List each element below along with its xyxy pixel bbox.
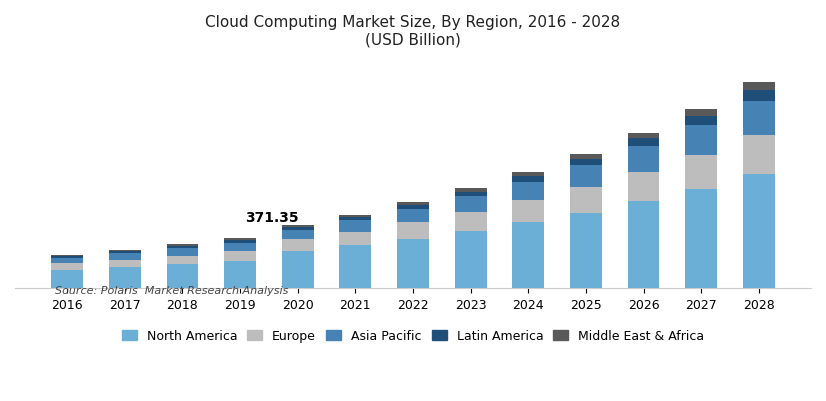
Bar: [397, 203, 429, 206]
Bar: [397, 206, 429, 209]
Text: Source: Polaris  Market Research Analysis: Source: Polaris Market Research Analysis: [55, 285, 288, 295]
Bar: [167, 256, 198, 264]
Bar: [628, 147, 659, 172]
Bar: [686, 126, 717, 156]
Bar: [282, 251, 314, 288]
Bar: [339, 246, 371, 288]
Bar: [339, 232, 371, 246]
Bar: [743, 175, 775, 288]
Bar: [628, 202, 659, 288]
Bar: [686, 117, 717, 126]
Bar: [224, 252, 256, 261]
Bar: [512, 173, 544, 177]
Bar: [167, 264, 198, 288]
Bar: [455, 189, 487, 192]
Bar: [628, 139, 659, 147]
Bar: [455, 192, 487, 197]
Bar: [339, 215, 371, 218]
Bar: [397, 239, 429, 288]
Bar: [109, 252, 140, 254]
Bar: [743, 136, 775, 175]
Bar: [686, 190, 717, 288]
Bar: [109, 254, 140, 260]
Bar: [282, 225, 314, 227]
Bar: [282, 227, 314, 230]
Bar: [282, 239, 314, 251]
Bar: [224, 243, 256, 252]
Bar: [743, 101, 775, 136]
Bar: [224, 239, 256, 241]
Bar: [570, 213, 602, 288]
Bar: [167, 246, 198, 249]
Bar: [339, 221, 371, 232]
Bar: [397, 223, 429, 239]
Bar: [51, 255, 83, 257]
Bar: [743, 83, 775, 91]
Bar: [109, 260, 140, 267]
Bar: [224, 261, 256, 288]
Bar: [570, 155, 602, 159]
Bar: [455, 197, 487, 213]
Bar: [743, 91, 775, 101]
Bar: [455, 232, 487, 288]
Bar: [51, 258, 83, 263]
Title: Cloud Computing Market Size, By Region, 2016 - 2028
(USD Billion): Cloud Computing Market Size, By Region, …: [206, 15, 620, 47]
Bar: [167, 245, 198, 246]
Bar: [339, 218, 371, 221]
Bar: [51, 270, 83, 288]
Bar: [167, 249, 198, 256]
Text: 371.35: 371.35: [245, 211, 298, 225]
Bar: [397, 209, 429, 223]
Bar: [570, 188, 602, 213]
Bar: [686, 110, 717, 117]
Bar: [224, 241, 256, 243]
Bar: [628, 172, 659, 202]
Bar: [512, 177, 544, 182]
Bar: [455, 213, 487, 232]
Bar: [686, 156, 717, 190]
Bar: [570, 159, 602, 166]
Bar: [109, 267, 140, 288]
Bar: [628, 134, 659, 139]
Legend: North America, Europe, Asia Pacific, Latin America, Middle East & Africa: North America, Europe, Asia Pacific, Lat…: [121, 329, 705, 342]
Bar: [512, 223, 544, 288]
Bar: [282, 230, 314, 239]
Bar: [51, 263, 83, 270]
Bar: [51, 257, 83, 258]
Bar: [512, 200, 544, 223]
Bar: [109, 250, 140, 252]
Bar: [512, 182, 544, 200]
Bar: [570, 166, 602, 188]
